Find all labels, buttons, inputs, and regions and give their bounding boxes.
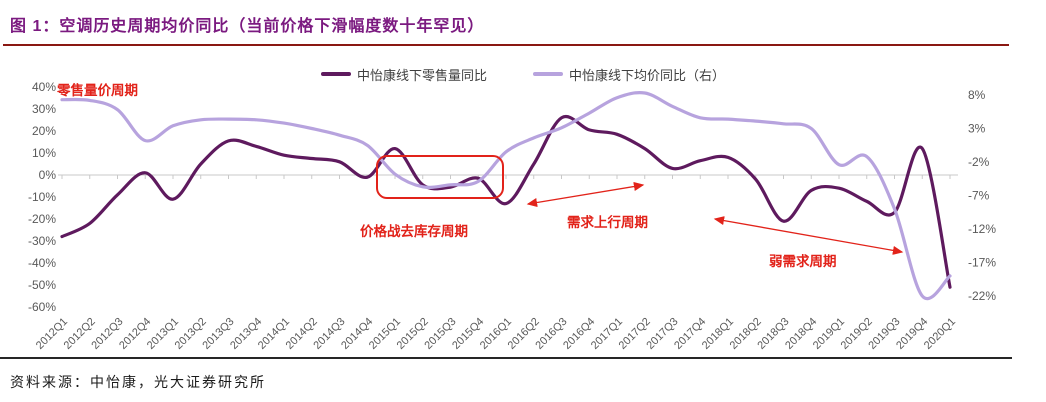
annotation-label: 需求上行周期 xyxy=(567,214,648,230)
right-axis-label: 8% xyxy=(968,88,986,102)
right-axis-label: -12% xyxy=(968,222,996,236)
left-axis-label: 0% xyxy=(39,168,57,182)
annotation-label: 价格战去库存周期 xyxy=(360,223,468,239)
source-note: 资料来源：中怡康，光大证券研究所 xyxy=(10,376,266,391)
left-axis-label: -30% xyxy=(28,234,56,248)
right-axis-label: -2% xyxy=(968,155,990,169)
left-axis-label: 40% xyxy=(32,80,56,94)
annotation-label: 零售量价周期 xyxy=(56,82,138,98)
annotation-arrow xyxy=(713,216,904,255)
annotation-label: 弱需求周期 xyxy=(769,253,837,269)
right-axis-label: -7% xyxy=(968,189,990,203)
series-price-line xyxy=(60,91,952,301)
footer-divider xyxy=(0,357,1012,359)
legend-swatch xyxy=(533,72,563,76)
legend-swatch xyxy=(320,72,351,76)
figure-title: 图 1：空调历史周期均价同比（当前价格下滑幅度数十年罕见） xyxy=(10,18,485,35)
right-axis-label: 3% xyxy=(968,122,986,136)
legend-item-1: 中怡康线下均价同比（右） xyxy=(533,65,725,84)
left-axis-label: -50% xyxy=(28,278,56,292)
left-axis-label: 10% xyxy=(32,146,56,160)
left-axis-label: -40% xyxy=(28,256,56,270)
left-axis-label: -20% xyxy=(28,212,56,226)
title-divider xyxy=(3,44,1009,46)
x-axis-label: 2020Q1 xyxy=(922,316,958,352)
left-axis-label: 20% xyxy=(32,124,56,138)
left-axis-label: -60% xyxy=(28,300,56,314)
legend-label: 中怡康线下均价同比（右） xyxy=(569,67,726,83)
legend-item-0: 中怡康线下零售量同比 xyxy=(320,65,487,84)
annotation-arrow xyxy=(526,181,645,208)
chart-legend: 中怡康线下零售量同比 中怡康线下均价同比（右） xyxy=(0,65,1046,84)
annotation-box xyxy=(376,155,504,199)
left-axis-label: -10% xyxy=(28,190,56,204)
right-axis-label: -22% xyxy=(968,289,996,303)
left-axis-label: 30% xyxy=(32,102,56,116)
right-axis-label: -17% xyxy=(968,256,996,270)
series-volume-line xyxy=(60,114,952,289)
legend-label: 中怡康线下零售量同比 xyxy=(356,67,487,83)
